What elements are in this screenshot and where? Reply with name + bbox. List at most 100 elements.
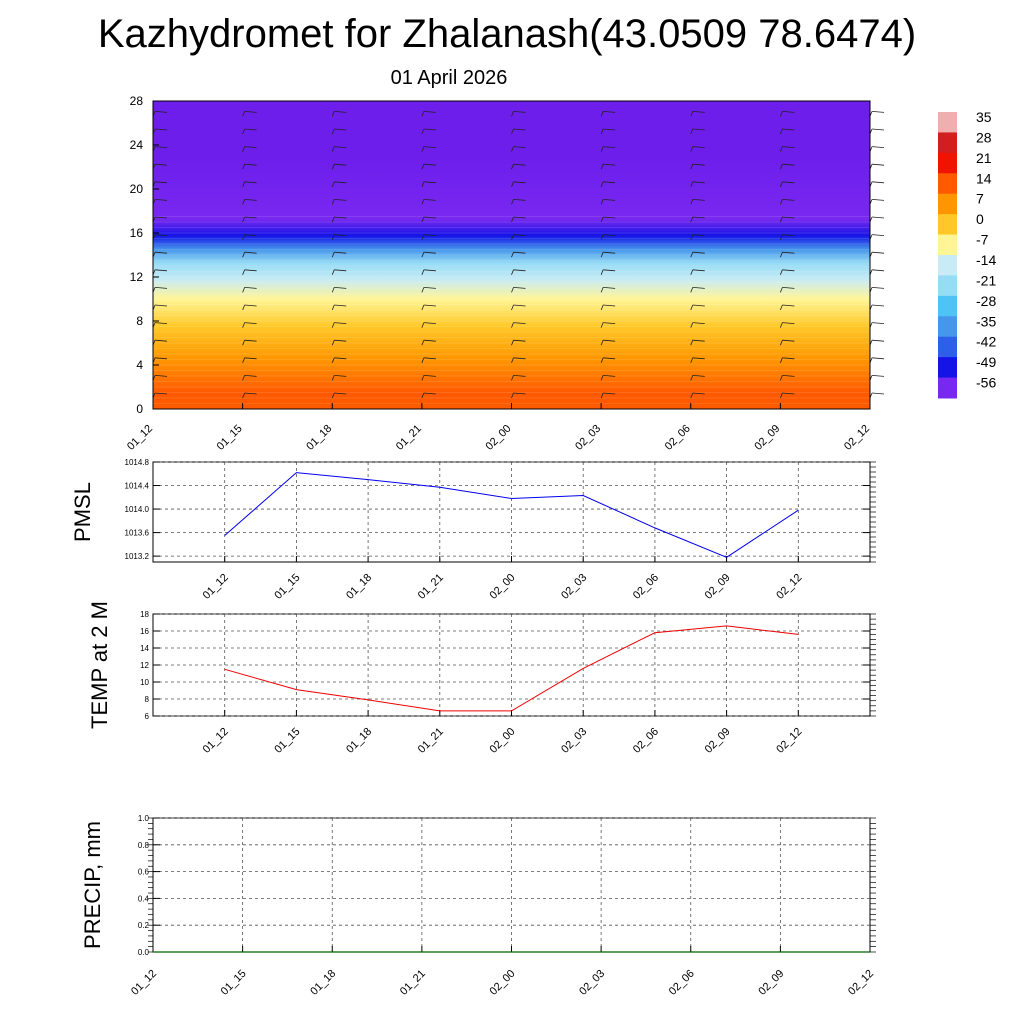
wind-barb-flag	[871, 163, 885, 166]
colorbar-label: -21	[976, 272, 996, 288]
wind-barb-flag	[334, 269, 347, 272]
wind-barb-flag	[692, 375, 705, 377]
wind-barb-flag	[871, 375, 885, 377]
x-tick-label: 02_09	[752, 423, 782, 453]
wind-barb-flag	[692, 357, 705, 360]
wind-barb-flag	[423, 269, 436, 272]
wind-barb	[780, 304, 783, 311]
wind-barb-flag	[603, 251, 616, 254]
wind-barb-flag	[423, 234, 436, 236]
wind-barb	[242, 181, 245, 187]
x-tick-label: 01_12	[125, 423, 155, 453]
colorbar-label: -14	[976, 252, 996, 268]
wind-barb-flag	[692, 234, 705, 236]
x-tick-label: 01_15	[272, 726, 302, 756]
wind-barb-flag	[871, 251, 885, 254]
wind-barb-flag	[692, 146, 705, 148]
y-tick-label: 6	[145, 712, 150, 721]
x-tick-label: 02_09	[703, 726, 733, 756]
wind-barb-flag	[513, 163, 526, 166]
wind-barb-flag	[692, 199, 705, 201]
wind-barb	[780, 340, 783, 346]
y-tick-label: 0.2	[138, 921, 150, 930]
x-tick-label: 01_15	[219, 968, 249, 998]
wind-barb	[331, 340, 335, 346]
wind-barb	[600, 322, 604, 328]
y-tick-label: 1013.6	[125, 529, 150, 538]
wind-barb-flag	[513, 304, 526, 307]
series-line	[224, 472, 799, 558]
wind-barb	[242, 111, 245, 117]
x-tick-label: 02_03	[559, 572, 589, 602]
wind-barb-flag	[782, 216, 795, 219]
wind-barb	[511, 164, 514, 170]
colorbar-label: 14	[976, 170, 992, 186]
wind-barb-flag	[692, 392, 705, 395]
wind-barb-flag	[871, 392, 885, 395]
wind-barb	[421, 269, 425, 275]
wind-barb	[421, 304, 425, 311]
wind-barb-flag	[154, 146, 168, 148]
wind-barb-flag	[692, 339, 705, 342]
wind-barb	[331, 111, 335, 117]
wind-barb	[690, 392, 694, 399]
wind-barb	[690, 375, 694, 381]
wind-barb-flag	[782, 322, 795, 324]
wind-barb-flag	[244, 251, 257, 254]
wind-barb-flag	[154, 392, 168, 395]
wind-barb-flag	[513, 269, 526, 272]
colorbar-label: -49	[976, 354, 996, 370]
colorbar-cell	[938, 377, 957, 399]
wind-barb-flag	[154, 111, 168, 113]
wind-barb	[331, 216, 335, 223]
wind-barb-flag	[334, 251, 347, 254]
y-tick-label: 8	[145, 695, 150, 704]
wind-barb-flag	[871, 304, 885, 307]
colorbar-label: -7	[976, 232, 989, 248]
wind-barb-flag	[334, 234, 347, 236]
wind-barb-flag	[513, 339, 526, 342]
wind-barb	[600, 111, 604, 117]
wind-barb-flag	[423, 163, 436, 166]
x-tick-label: 01_21	[416, 572, 446, 602]
y-tick-label: 1013.2	[125, 552, 150, 561]
wind-barb	[421, 128, 425, 135]
y-tick-label: 24	[130, 138, 144, 152]
x-tick-label: 02_00	[488, 572, 518, 602]
wind-barb-flag	[154, 339, 168, 342]
wind-barb-flag	[692, 163, 705, 166]
wind-barb-flag	[154, 304, 168, 307]
wind-barb-flag	[154, 181, 168, 184]
wind-barb-flag	[334, 322, 347, 324]
wind-barb	[780, 287, 783, 293]
wind-barb-flag	[334, 199, 347, 201]
wind-barb-flag	[782, 375, 795, 377]
wind-barb	[421, 287, 425, 293]
colorbar-cell	[938, 173, 957, 195]
wind-barb-flag	[244, 322, 257, 324]
wind-barb	[690, 199, 694, 205]
wind-barb	[242, 164, 245, 170]
colorbar-label: -42	[976, 334, 996, 350]
wind-barb	[421, 375, 425, 381]
wind-barb-flag	[154, 128, 168, 131]
wind-barb	[511, 322, 514, 328]
wind-barb	[331, 128, 335, 135]
wind-barb-flag	[782, 251, 795, 254]
wind-barb-flag	[423, 287, 436, 289]
wind-barb-flag	[603, 146, 616, 148]
wind-barb	[421, 216, 425, 223]
wind-barb	[331, 181, 335, 187]
wind-barb-flag	[334, 128, 347, 131]
wind-barb-flag	[603, 375, 616, 377]
wind-barb-flag	[513, 322, 526, 324]
wind-barb-flag	[334, 375, 347, 377]
wind-barb-flag	[871, 322, 885, 324]
wind-barb-flag	[154, 251, 168, 254]
wind-barb-flag	[513, 357, 526, 360]
wind-barb-flag	[603, 322, 616, 324]
colorbar-cell	[938, 234, 957, 256]
wind-barb	[511, 375, 514, 381]
colorbar-label: -35	[976, 313, 996, 329]
y-tick-label: 20	[130, 182, 144, 196]
